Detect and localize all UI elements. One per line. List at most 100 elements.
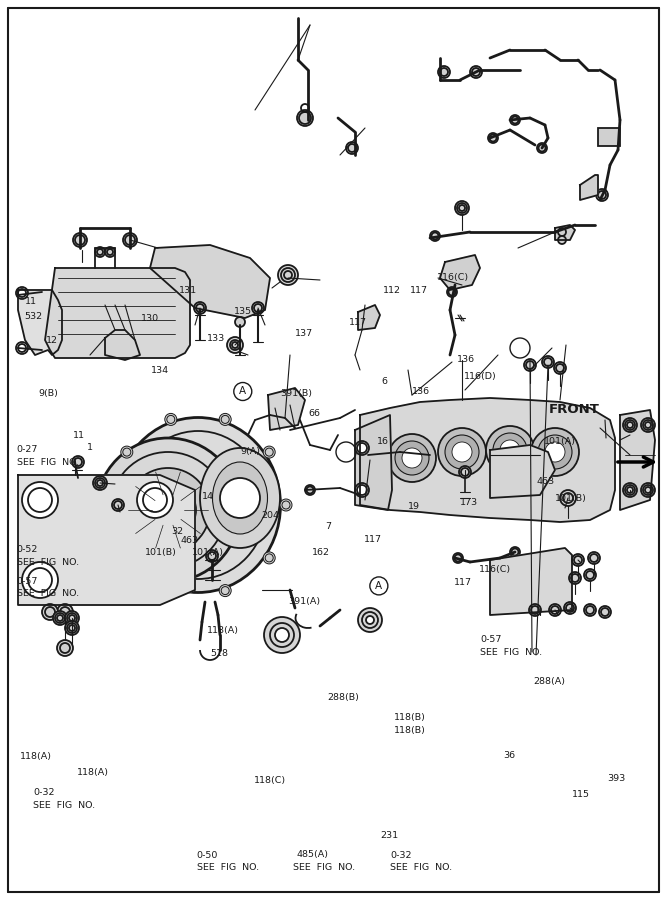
Circle shape xyxy=(22,482,58,518)
Text: 133: 133 xyxy=(207,334,225,343)
Text: 136: 136 xyxy=(457,356,475,364)
Text: 518: 518 xyxy=(211,649,229,658)
Circle shape xyxy=(112,499,124,511)
Circle shape xyxy=(93,476,107,490)
Text: SEE  FIG  NO.: SEE FIG NO. xyxy=(17,458,79,467)
Circle shape xyxy=(65,621,79,635)
Circle shape xyxy=(558,236,566,244)
Circle shape xyxy=(263,552,275,564)
Circle shape xyxy=(366,616,374,624)
Circle shape xyxy=(104,499,116,511)
Circle shape xyxy=(305,485,315,495)
Polygon shape xyxy=(490,445,555,498)
Polygon shape xyxy=(620,410,655,510)
Circle shape xyxy=(73,233,87,247)
Text: 1: 1 xyxy=(87,443,93,452)
Text: SEE  FIG  NO.: SEE FIG NO. xyxy=(293,863,356,872)
Circle shape xyxy=(554,362,566,374)
Circle shape xyxy=(278,265,298,285)
Text: 130: 130 xyxy=(141,314,159,323)
Circle shape xyxy=(297,110,313,126)
Polygon shape xyxy=(105,330,140,360)
Circle shape xyxy=(275,628,289,642)
Text: 118(C): 118(C) xyxy=(253,776,285,785)
Text: 115: 115 xyxy=(572,790,590,799)
Circle shape xyxy=(529,604,541,616)
Circle shape xyxy=(588,552,600,564)
Text: 463: 463 xyxy=(180,536,198,545)
Circle shape xyxy=(123,233,137,247)
Circle shape xyxy=(455,201,469,215)
Circle shape xyxy=(219,413,231,426)
Text: 135: 135 xyxy=(233,307,251,316)
Text: 117: 117 xyxy=(349,318,367,327)
Text: 532: 532 xyxy=(25,312,43,321)
Text: 14: 14 xyxy=(201,492,213,501)
Circle shape xyxy=(206,550,218,562)
Circle shape xyxy=(264,617,300,653)
Circle shape xyxy=(140,482,196,538)
Circle shape xyxy=(545,442,565,462)
Ellipse shape xyxy=(115,418,281,592)
Bar xyxy=(598,128,620,146)
Text: 32: 32 xyxy=(171,526,183,536)
Circle shape xyxy=(395,441,429,475)
Circle shape xyxy=(560,490,576,506)
Text: 11: 11 xyxy=(25,297,37,306)
Circle shape xyxy=(596,189,608,201)
Circle shape xyxy=(564,602,576,614)
Text: 117: 117 xyxy=(364,536,382,544)
Circle shape xyxy=(65,611,79,625)
Polygon shape xyxy=(358,305,380,330)
Circle shape xyxy=(531,428,579,476)
Circle shape xyxy=(219,585,231,597)
Text: 485(A): 485(A) xyxy=(296,850,328,860)
Text: 118(A): 118(A) xyxy=(77,768,109,777)
Text: 0-50: 0-50 xyxy=(197,850,218,860)
Text: 112: 112 xyxy=(383,286,401,295)
Text: 0-52: 0-52 xyxy=(17,545,38,554)
Text: 136: 136 xyxy=(412,387,430,396)
Circle shape xyxy=(486,426,534,474)
Text: 0-57: 0-57 xyxy=(17,577,38,586)
Polygon shape xyxy=(580,175,598,200)
Text: 6: 6 xyxy=(382,377,388,386)
Text: 36: 36 xyxy=(504,752,516,760)
Circle shape xyxy=(16,342,28,354)
Text: 117: 117 xyxy=(454,578,472,587)
Circle shape xyxy=(537,143,547,153)
Text: 162: 162 xyxy=(312,548,330,557)
Text: 393: 393 xyxy=(607,774,625,783)
Text: 134: 134 xyxy=(151,366,169,375)
Text: 116(C): 116(C) xyxy=(479,565,511,574)
Text: A: A xyxy=(239,386,246,397)
Text: SEE  FIG  NO.: SEE FIG NO. xyxy=(33,801,95,810)
Text: 118(B): 118(B) xyxy=(394,713,426,722)
Circle shape xyxy=(72,456,84,468)
Circle shape xyxy=(220,478,260,518)
Circle shape xyxy=(252,302,264,314)
Polygon shape xyxy=(150,245,270,318)
Text: 116(D): 116(D) xyxy=(464,372,497,381)
Circle shape xyxy=(57,640,73,656)
Circle shape xyxy=(355,483,369,497)
Text: 9(B): 9(B) xyxy=(39,389,59,398)
Circle shape xyxy=(42,604,58,620)
Text: A: A xyxy=(376,580,382,591)
Text: 137: 137 xyxy=(295,328,313,338)
Circle shape xyxy=(510,547,520,557)
Polygon shape xyxy=(268,388,305,430)
Text: FRONT: FRONT xyxy=(548,403,599,416)
Circle shape xyxy=(105,247,115,257)
Circle shape xyxy=(445,435,479,469)
Text: 173: 173 xyxy=(460,498,478,507)
Text: SEE  FIG  NO.: SEE FIG NO. xyxy=(17,590,79,598)
Circle shape xyxy=(402,448,422,468)
Circle shape xyxy=(549,604,561,616)
Circle shape xyxy=(194,302,206,314)
Circle shape xyxy=(641,418,655,432)
Circle shape xyxy=(227,337,243,353)
Polygon shape xyxy=(18,290,62,355)
Text: 118(A): 118(A) xyxy=(207,626,239,634)
Circle shape xyxy=(165,413,177,426)
